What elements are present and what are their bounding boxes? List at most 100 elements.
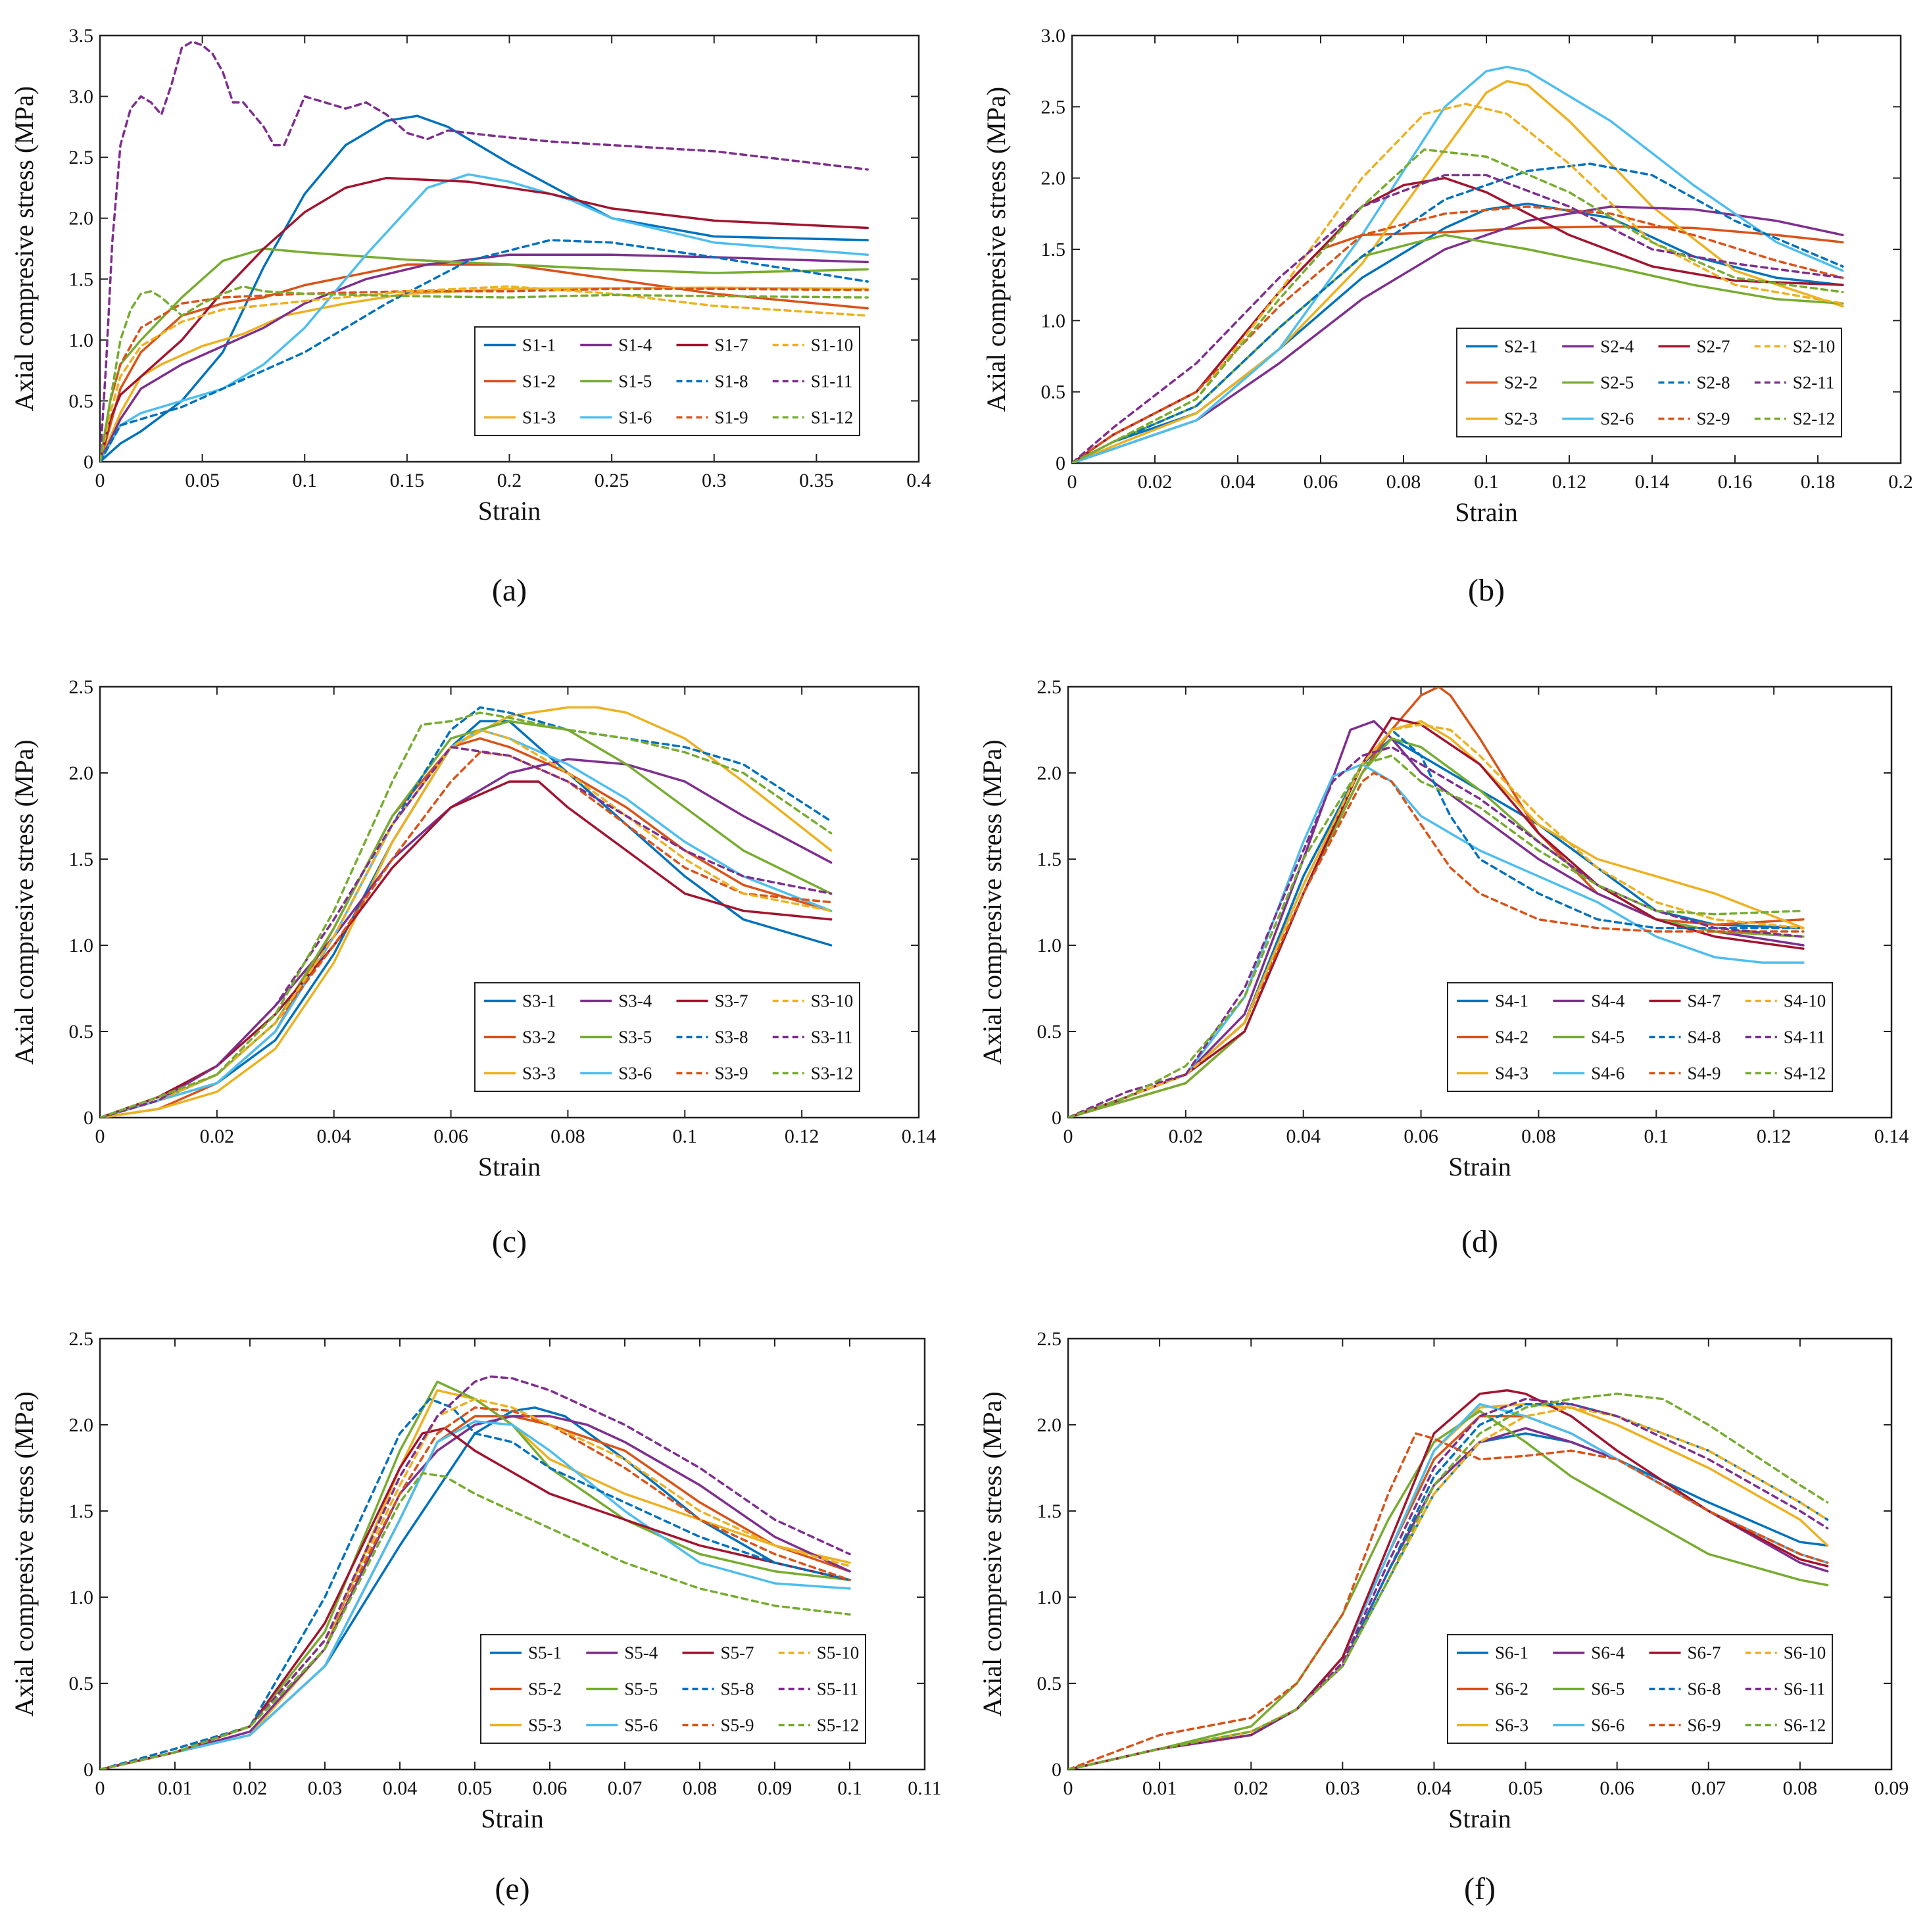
x-tick-label: 0.09 <box>758 1777 793 1799</box>
legend-label-S4-7: S4-7 <box>1688 991 1721 1011</box>
legend-label-S6-7: S6-7 <box>1688 1643 1721 1663</box>
series-line-S2-3 <box>1072 80 1844 463</box>
y-axis-title: Axial compresive stress (MPa) <box>9 86 39 411</box>
plot-frame <box>1067 685 1893 1119</box>
chart-panel-e: 0 0.01 0.02 0.03 0.04 0.05 0.06 0.07 0.08 0.09 0.1… <box>9 1328 942 1906</box>
legend-label-S3-11: S3-11 <box>811 1028 853 1047</box>
chart-panel-d: 0 0.02 0.04 0.06 0.08 0.1 0.12 0.14 0 0.5 1.0 1.5 2.… <box>977 676 1909 1259</box>
y-tick-label: 1.5 <box>69 849 94 870</box>
legend-label-S4-8: S4-8 <box>1688 1028 1721 1047</box>
y-tick-label: 2.5 <box>1041 96 1066 118</box>
y-tick-label: 1.0 <box>69 330 94 351</box>
y-tick-label: 1.0 <box>69 935 94 956</box>
legend-label-S1-1: S1-1 <box>522 335 556 355</box>
legend-label-S6-2: S6-2 <box>1495 1679 1528 1699</box>
x-axis-title: Strain <box>1448 1152 1511 1181</box>
x-tick-label: 0.01 <box>1142 1777 1177 1799</box>
series-line-S5-9 <box>100 1406 851 1770</box>
panel-caption: (d) <box>1461 1224 1498 1259</box>
panel-caption: (f) <box>1464 1871 1496 1906</box>
x-tick-label: 0.08 <box>1521 1126 1556 1147</box>
legend-label-S3-8: S3-8 <box>715 1028 748 1047</box>
x-tick-label: 0.09 <box>1874 1777 1909 1799</box>
legend-label-S1-8: S1-8 <box>715 372 748 391</box>
x-tick-label: 0.12 <box>785 1126 819 1147</box>
legend-label-S5-7: S5-7 <box>721 1643 754 1663</box>
series-group <box>1068 1389 1829 1770</box>
legend-label-S5-5: S5-5 <box>624 1679 658 1699</box>
series-group <box>100 1375 851 1770</box>
legend-label-S1-3: S1-3 <box>522 408 556 428</box>
y-tick-label: 1.0 <box>1041 310 1066 332</box>
series-line-S2-12 <box>1072 148 1844 463</box>
y-tick-label: 1.5 <box>1037 849 1062 870</box>
y-tick-label: 1.5 <box>1041 239 1066 260</box>
legend-label-S4-5: S4-5 <box>1591 1028 1624 1047</box>
legend-label-S6-12: S6-12 <box>1784 1716 1826 1735</box>
x-tick-label: 0.12 <box>1552 471 1587 493</box>
x-tick-label: 0.1 <box>673 1126 698 1147</box>
legend-label-S3-3: S3-3 <box>522 1064 556 1083</box>
legend-label-S6-5: S6-5 <box>1591 1679 1624 1699</box>
plot-frame <box>99 1337 926 1771</box>
legend-label-S6-3: S6-3 <box>1495 1716 1528 1735</box>
x-tick-label: 0.05 <box>185 470 220 491</box>
series-line-S1-11 <box>100 40 869 462</box>
y-tick-label: 2.0 <box>69 1414 94 1436</box>
series-group <box>1068 687 1805 1118</box>
legend-label-S5-8: S5-8 <box>721 1679 754 1699</box>
x-tick-label: 0.06 <box>433 1126 468 1147</box>
legend-label-S5-3: S5-3 <box>528 1716 562 1735</box>
series-line-S4-12 <box>1068 755 1805 1118</box>
plot-frame <box>1067 1337 1893 1771</box>
legend-label-S4-2: S4-2 <box>1495 1028 1528 1047</box>
y-tick-label: 2.0 <box>69 208 94 230</box>
y-tick-label: 3.0 <box>69 86 94 108</box>
y-axis-title: Axial compresive stress (MPa) <box>9 739 39 1064</box>
legend-label-S3-6: S3-6 <box>618 1064 652 1083</box>
series-line-S5-8 <box>100 1397 851 1770</box>
panel-caption: (c) <box>492 1224 527 1259</box>
x-axis-title: Strain <box>481 1804 544 1833</box>
chart-panel-b: 0 0.02 0.04 0.06 0.08 0.1 0.12 0.14 0.16 0.18 0.2 0… <box>981 25 1913 608</box>
x-tick-label: 0.06 <box>1404 1126 1438 1147</box>
y-tick-label: 2.5 <box>1037 1328 1062 1350</box>
x-tick-label: 0.01 <box>158 1777 193 1799</box>
x-tick-label: 0.02 <box>200 1126 235 1147</box>
series-line-S6-12 <box>1068 1393 1829 1770</box>
x-tick-label: 0 <box>1067 471 1077 493</box>
y-tick-label: 1.0 <box>1037 935 1062 956</box>
x-tick-label: 0 <box>95 1126 105 1147</box>
legend-label-S1-7: S1-7 <box>715 335 748 355</box>
y-tick-label: 0 <box>1052 1759 1062 1781</box>
y-tick-label: 2.0 <box>1041 168 1066 189</box>
x-tick-label: 0.1 <box>837 1777 862 1799</box>
y-tick-label: 2.0 <box>69 762 94 784</box>
series-line-S2-6 <box>1072 65 1844 463</box>
legend-label-S1-2: S1-2 <box>522 372 556 391</box>
legend-label-S1-11: S1-11 <box>811 372 853 391</box>
legend-label-S3-2: S3-2 <box>522 1028 556 1047</box>
legend-label-S5-9: S5-9 <box>721 1716 754 1735</box>
series-line-S4-6 <box>1068 763 1805 1118</box>
x-tick-label: 0.06 <box>533 1777 568 1799</box>
legend-label-S2-6: S2-6 <box>1600 409 1634 429</box>
legend: S1-1 S1-2 S1-3 S1-4 S1-5 S1-6 S1-7 S1-8 S1-9 S1-1… <box>474 326 860 436</box>
legend-label-S2-10: S2-10 <box>1793 337 1836 357</box>
legend-label-S5-6: S5-6 <box>624 1716 658 1735</box>
x-tick-label: 0.04 <box>1221 471 1256 493</box>
y-tick-label: 0.5 <box>1037 1673 1062 1695</box>
series-line-S1-8 <box>100 239 869 462</box>
legend: S6-1 S6-2 S6-3 S6-4 S6-5 S6-6 S6-7 S6-8 S6-9 S6-1… <box>1447 1634 1833 1744</box>
y-tick-label: 0 <box>84 1759 93 1781</box>
x-tick-label: 0 <box>1063 1126 1073 1147</box>
y-tick-label: 0.5 <box>69 1673 94 1695</box>
legend-label-S6-6: S6-6 <box>1591 1716 1624 1735</box>
legend-label-S2-3: S2-3 <box>1504 409 1538 429</box>
legend-label-S1-10: S1-10 <box>811 335 854 355</box>
y-tick-label: 0 <box>1056 453 1065 474</box>
x-tick-label: 0.04 <box>1417 1777 1452 1799</box>
legend: S5-1 S5-2 S5-3 S5-4 S5-5 S5-6 S5-7 S5-8 S5-9 S5-1… <box>480 1634 866 1744</box>
plot-frame <box>99 685 920 1119</box>
series-line-S5-4 <box>100 1415 851 1770</box>
